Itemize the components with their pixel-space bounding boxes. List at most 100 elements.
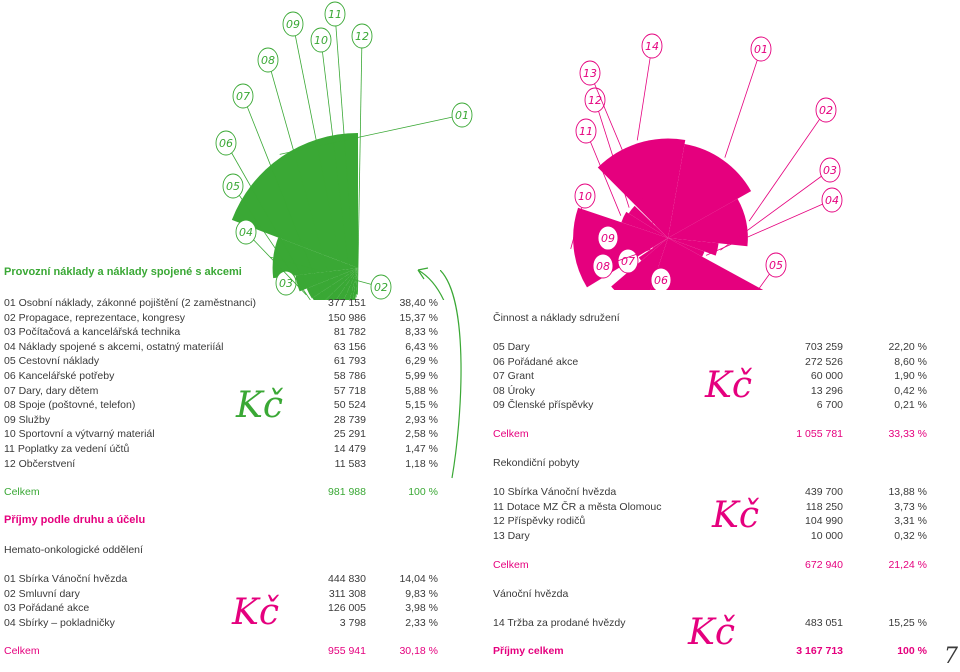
expense-value: 57 718 bbox=[333, 384, 366, 397]
activity-value: 13 296 bbox=[810, 384, 843, 397]
pink-wedge-11 bbox=[621, 211, 668, 238]
green-label-07: 07 bbox=[236, 90, 250, 103]
expense-row: 08 Spoje (poštovné, telefon) 50 524 5,15 % bbox=[4, 398, 438, 412]
pink-label-bubble bbox=[575, 118, 597, 144]
pink-label-bubble bbox=[815, 97, 837, 123]
expense-value: 63 156 bbox=[333, 340, 366, 353]
hemato-value: 126 005 bbox=[328, 602, 366, 615]
recovery-row: 11 Dotace MZ ČR a města Olomouc 118 250 3,… bbox=[493, 500, 927, 514]
activity-value: 272 526 bbox=[805, 355, 843, 368]
green-wedge-11 bbox=[355, 268, 358, 295]
expense-pct: 2,58 % bbox=[405, 428, 438, 441]
green-leader-line bbox=[225, 142, 316, 300]
pink-wedge-05 bbox=[650, 238, 764, 290]
pink-label-bubble bbox=[650, 267, 672, 290]
arrow-head bbox=[417, 267, 429, 280]
green-label-bubble bbox=[310, 27, 332, 53]
expense-value: 377 151 bbox=[328, 297, 366, 309]
pink-wedge-01 bbox=[668, 144, 752, 238]
expense-row: 12 Občerstvení 11 583 1,18 % bbox=[4, 457, 438, 471]
expense-value: 50 524 bbox=[333, 399, 366, 412]
pink-leader-line bbox=[724, 48, 762, 158]
activity-total-label: Celkem bbox=[493, 428, 529, 440]
expense-pct: 6,43 % bbox=[405, 340, 438, 353]
pink-wedge-02 bbox=[668, 198, 748, 247]
expense-value: 81 782 bbox=[333, 326, 366, 339]
hemato-total-value: 955 941 bbox=[328, 645, 366, 657]
green-wedge-04 bbox=[306, 268, 358, 299]
christmas-star-section-title: Vánoční hvězda bbox=[493, 588, 569, 600]
green-leader-line bbox=[357, 35, 363, 295]
expense-pct: 2,93 % bbox=[405, 413, 438, 426]
hemato-row: 02 Smluvní dary 311 308 9,83 % bbox=[4, 587, 438, 601]
expense-pct: 15,37 % bbox=[399, 311, 438, 324]
hemato-row: 01 Sbírka Vánoční hvězda 444 830 14,04 % bbox=[4, 572, 438, 586]
star-label: 14 Tržba za prodané hvězdy bbox=[493, 617, 626, 629]
recovery-label: 11 Dotace MZ ČR a města Olomouc bbox=[493, 500, 662, 513]
expense-label: 04 Náklady spojené s akcemi, ostatný mat… bbox=[4, 340, 224, 353]
recovery-pct: 0,32 % bbox=[894, 529, 927, 542]
hemato-section-title: Hemato-onkologické oddělení bbox=[4, 544, 143, 556]
hemato-pct: 9,83 % bbox=[405, 587, 438, 600]
green-label-10: 10 bbox=[314, 34, 328, 47]
recovery-total-value: 672 940 bbox=[805, 559, 843, 571]
recovery-label: 13 Dary bbox=[493, 529, 530, 542]
activity-pct: 0,42 % bbox=[894, 384, 927, 397]
expense-value: 25 291 bbox=[333, 428, 366, 441]
expense-label: 09 Služby bbox=[4, 413, 51, 426]
expense-row: 02 Propagace, reprezentace, kongresy 150 … bbox=[4, 311, 438, 325]
pink-wedge-03 bbox=[668, 238, 719, 256]
pink-leader-line bbox=[748, 109, 827, 222]
hemato-value: 311 308 bbox=[328, 587, 366, 600]
hand-drawn-arrow bbox=[417, 269, 445, 300]
pink-label-bubble bbox=[579, 60, 601, 86]
currency-mark-star: Kč bbox=[688, 612, 736, 653]
recovery-pct: 3,31 % bbox=[894, 515, 927, 528]
grand-total-row: Příjmy celkem 3 167 713 100 % bbox=[493, 644, 927, 658]
recovery-label: 12 Příspěvky rodičů bbox=[493, 515, 586, 528]
green-label-bubble bbox=[215, 130, 237, 156]
income-title: Příjmy podle druhu a účelu bbox=[4, 514, 146, 526]
expense-label: 06 Kancelářské potřeby bbox=[4, 370, 115, 382]
pink-label-14: 14 bbox=[645, 40, 659, 53]
green-leader-line bbox=[279, 114, 463, 155]
expense-pct: 1,18 % bbox=[405, 457, 438, 470]
pink-leader-line bbox=[594, 99, 630, 208]
pink-label-02: 02 bbox=[819, 104, 833, 117]
expense-pct: 6,29 % bbox=[405, 355, 438, 368]
recovery-section-title: Rekondiční pobyty bbox=[493, 457, 580, 469]
expense-row: 10 Sportovní a výtvarný materiál 25 291 2,… bbox=[4, 427, 438, 441]
green-wedge-05 bbox=[312, 268, 358, 300]
expense-pct: 5,15 % bbox=[405, 399, 438, 412]
green-leader-line bbox=[320, 39, 354, 300]
green-leader-line bbox=[334, 13, 357, 298]
pink-wedge-04 bbox=[668, 238, 705, 257]
expense-total-value: 981 988 bbox=[328, 486, 366, 498]
hemato-total-row: Celkem 955 941 30,18 % bbox=[4, 644, 438, 658]
pink-label-06: 06 bbox=[654, 274, 668, 287]
currency-mark-expenses: Kč bbox=[236, 385, 284, 426]
recovery-value: 104 990 bbox=[805, 515, 843, 528]
pink-wedge-13 bbox=[655, 225, 668, 238]
expense-value: 28 739 bbox=[333, 413, 366, 426]
pink-label-01: 01 bbox=[754, 43, 768, 56]
green-wedge-02 bbox=[272, 237, 358, 279]
expense-row: 04 Náklady spojené s akcemi, ostatný mat… bbox=[4, 340, 438, 354]
pink-label-08: 08 bbox=[596, 260, 610, 273]
expense-pct: 1,47 % bbox=[405, 443, 438, 455]
recovery-total-row: Celkem 672 940 21,24 % bbox=[493, 558, 927, 572]
activity-section-title: Činnost a náklady sdružení bbox=[493, 312, 620, 324]
activity-value: 60 000 bbox=[810, 370, 843, 383]
activity-value: 6 700 bbox=[816, 399, 843, 412]
activity-row: 06 Pořádané akce 272 526 8,60 % bbox=[493, 355, 927, 369]
hemato-label: 03 Pořádané akce bbox=[4, 602, 90, 615]
expenses-title: Provozní náklady a náklady spojené s akc… bbox=[4, 266, 242, 278]
green-label-bubble bbox=[370, 274, 392, 300]
pink-label-bubble bbox=[592, 253, 614, 279]
green-leader-line bbox=[232, 185, 311, 300]
expense-value: 61 793 bbox=[333, 355, 366, 368]
green-label-bubble bbox=[351, 23, 373, 49]
activity-label: 08 Úroky bbox=[493, 384, 536, 397]
recovery-total-label: Celkem bbox=[493, 559, 529, 571]
